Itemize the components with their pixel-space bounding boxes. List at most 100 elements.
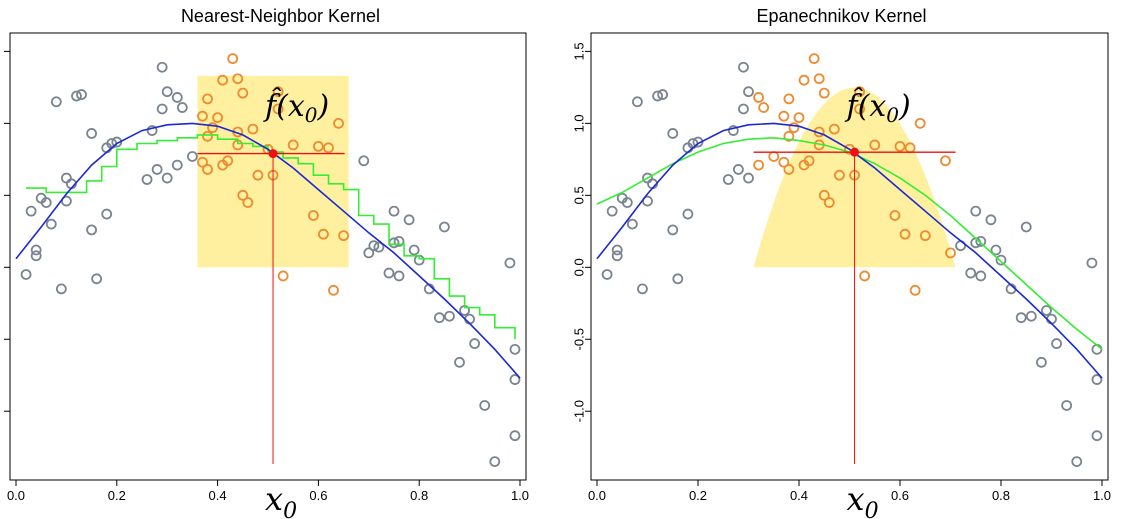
chart1-point-inside xyxy=(818,87,830,99)
chart0-point-outside xyxy=(509,430,521,442)
chart1-point-outside xyxy=(1091,430,1103,442)
chart0-point-outside xyxy=(383,267,395,279)
chart0-x-tick-label: 0.8 xyxy=(410,488,428,503)
chart0-point-outside xyxy=(171,159,183,171)
chart0-point-inside xyxy=(202,164,213,175)
chart0-point-outside xyxy=(45,218,57,230)
chart1-x-tick-label: 0.0 xyxy=(588,488,606,503)
chart0-point-outside xyxy=(373,241,385,253)
chart0-point-outside xyxy=(20,269,32,280)
chart1-point-outside xyxy=(667,224,679,236)
chart0-point-inside xyxy=(237,189,249,201)
chart0-point-inside xyxy=(242,197,254,208)
chart1-point-outside xyxy=(1015,312,1027,324)
chart1-point-outside xyxy=(611,244,623,256)
chart0-point-outside xyxy=(30,250,42,262)
chart0-point-inside xyxy=(247,123,259,135)
chart0-point-outside xyxy=(151,164,163,175)
chart1-point-outside xyxy=(738,103,749,115)
chart1-point-outside xyxy=(1020,221,1032,233)
chart1-point-inside xyxy=(798,74,810,86)
chart0-point-outside xyxy=(50,96,62,108)
chart0-point-outside xyxy=(186,151,198,162)
chart0-point-outside xyxy=(86,128,97,139)
chart0-point-outside xyxy=(55,283,67,295)
chart0-point-outside xyxy=(368,240,380,252)
chart0-point-outside xyxy=(71,90,82,102)
chart1-point-outside xyxy=(1035,356,1047,368)
chart1-fhat-close-paren: ) xyxy=(898,89,911,124)
chart1-point-outside xyxy=(1051,338,1062,349)
chart1-point-inside xyxy=(778,110,790,122)
chart0-point-inside xyxy=(222,155,234,167)
chart0-point-inside xyxy=(328,284,339,296)
chart0-point-outside xyxy=(25,205,37,217)
chart1-point-outside xyxy=(970,205,982,217)
chart1-y-tick-label: 0.0 xyxy=(572,258,587,276)
chart1-point-inside xyxy=(813,73,825,85)
chart1-point-outside xyxy=(1041,305,1052,316)
chart1-x0-subscript: 0 xyxy=(865,499,879,519)
chart1-point-outside xyxy=(1046,313,1057,325)
chart1-point-inside xyxy=(919,230,931,242)
chart1-point-inside xyxy=(783,164,795,175)
chart1-point-inside xyxy=(894,140,906,152)
chart0-point-inside xyxy=(277,270,289,282)
chart0-point-outside xyxy=(101,208,113,220)
chart1-x-tick-label: 0.2 xyxy=(689,488,707,503)
chart0-point-outside xyxy=(40,197,52,208)
nearest-neighbor-panel: Nearest-Neighbor Kernel 0.0 0.2 0.4 0.6 0.8 1… xyxy=(4,6,529,519)
chart0-fitted-curve xyxy=(26,134,516,340)
chart1-x-tick-label: 1.0 xyxy=(1093,488,1111,503)
chart0-point-inside xyxy=(252,169,264,181)
chart1-point-outside xyxy=(995,254,1007,266)
chart0-x-tick-label: 0.4 xyxy=(209,488,227,503)
chart1-point-outside xyxy=(722,174,734,185)
chart0-point-inside xyxy=(202,93,213,105)
chart0-point-outside xyxy=(454,356,465,368)
chart0-point-outside xyxy=(469,338,481,349)
chart0-point-outside xyxy=(86,224,97,236)
chart0-point-outside xyxy=(30,244,42,256)
chart1-point-inside xyxy=(753,159,765,171)
chart0-point-inside xyxy=(237,87,249,99)
chart1-fhat-subscript: 0 xyxy=(886,103,899,127)
chart1-point-outside xyxy=(637,283,648,295)
chart0-point-outside xyxy=(408,244,420,256)
chart0-point-outside xyxy=(479,400,491,411)
chart1-point-outside xyxy=(682,208,694,220)
chart1-point-inside xyxy=(899,228,911,240)
chart1-point-inside xyxy=(808,53,820,64)
chart0-point-outside xyxy=(61,172,72,184)
chart1-point-outside xyxy=(652,90,663,102)
chart1-point-outside xyxy=(727,125,739,136)
chart0-point-outside xyxy=(509,343,521,355)
epanechnikov-panel: Epanechnikov Kernel 0.0 0.2 0.4 0.6 0.8 1.0 -1… xyxy=(561,0,1122,519)
epanechnikov-chart: 0.0 0.2 0.4 0.6 0.8 1.0 -1.0 -0.5 0.0 0.5 1.0 1.5 f̂… xyxy=(572,32,1111,519)
chart0-point-outside xyxy=(156,61,168,73)
chart1-point-outside xyxy=(975,235,987,247)
chart0-true-curve xyxy=(15,122,521,379)
chart0-point-inside xyxy=(212,112,224,124)
chart1-point-outside xyxy=(732,164,744,175)
chart0-point-inside xyxy=(307,210,319,221)
chart1-point-outside xyxy=(1025,310,1037,322)
chart1-x-tick-label: 0.4 xyxy=(790,488,808,503)
chart1-point-outside xyxy=(1061,400,1073,411)
chart1-point-outside xyxy=(965,267,977,279)
chart0-point-outside xyxy=(146,125,158,136)
chart0-point-inside xyxy=(197,110,208,122)
chart1-point-inside xyxy=(783,130,795,142)
chart1-point-inside xyxy=(833,169,845,181)
chart0-point-outside xyxy=(393,235,405,247)
chart1-point-inside xyxy=(940,155,951,167)
chart0-fhat-annotation: f̂(x0) xyxy=(263,88,329,128)
nearest-neighbor-chart: 0.0 0.2 0.4 0.6 0.8 1.0 f̂(x0) x0 xyxy=(4,32,529,519)
chart1-point-outside xyxy=(667,128,679,139)
chart0-point-outside xyxy=(388,205,400,217)
chart1-x0-annotation: x0 xyxy=(847,480,879,519)
chart1-point-outside xyxy=(990,244,1002,256)
chart1-point-inside xyxy=(828,123,840,135)
chart0-x-tick-label: 0.6 xyxy=(309,488,327,503)
chart1-point-outside xyxy=(632,96,643,108)
